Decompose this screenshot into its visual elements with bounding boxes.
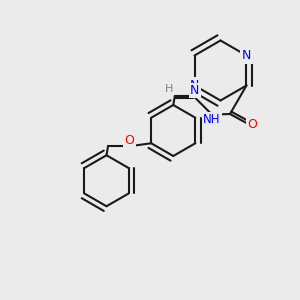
Text: N: N xyxy=(190,84,200,97)
Text: O: O xyxy=(125,134,134,147)
Text: O: O xyxy=(247,118,257,131)
Text: NH: NH xyxy=(203,113,221,127)
Text: N: N xyxy=(242,49,251,62)
Text: H: H xyxy=(165,84,174,94)
Text: N: N xyxy=(190,79,199,92)
